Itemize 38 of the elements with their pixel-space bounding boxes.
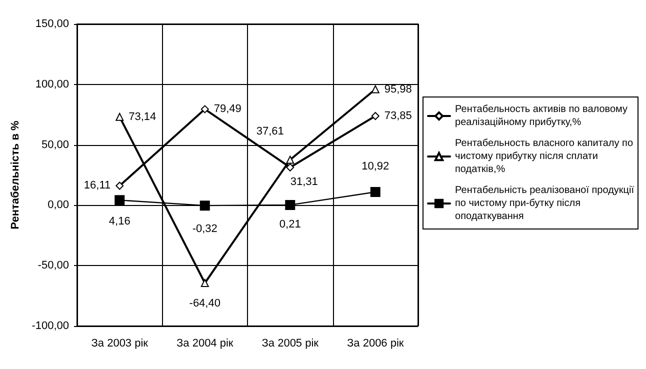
data-label: 79,49	[214, 103, 242, 116]
data-label: -0,32	[192, 223, 218, 236]
legend-label: Рентабельность власного капиталу по чистому прибутку після сплати податків,%	[455, 138, 634, 175]
data-label: 95,98	[384, 83, 412, 96]
y-tick-label: 0,00	[48, 199, 69, 212]
point	[200, 278, 209, 287]
x-tick-label: За 2004 рік	[176, 338, 234, 350]
point	[286, 156, 294, 164]
y-tick-label: -50,00	[38, 260, 69, 272]
point	[371, 112, 380, 120]
data-label: 73,14	[128, 110, 156, 123]
point	[114, 195, 125, 206]
data-label: 16,11	[84, 180, 111, 192]
data-label: -64,40	[189, 297, 220, 310]
data-label: 37,61	[256, 125, 284, 138]
x-tick-label: За 2003 рік	[91, 338, 148, 350]
data-label: 0,21	[279, 218, 301, 230]
point	[116, 182, 124, 190]
y-tick-label: 100,00	[35, 78, 69, 90]
legend-label: Рентабельность активів по валовому реалізаційному прибутку,%	[455, 104, 628, 128]
point	[200, 105, 209, 114]
y-tick-label: 150,00	[35, 18, 69, 30]
y-axis-title: Рентабельність в %	[9, 120, 22, 230]
data-label: 31,31	[290, 176, 318, 188]
y-tick-label: -100,00	[32, 320, 69, 332]
x-tick-label: За 2005 рік	[262, 338, 319, 350]
point	[286, 163, 294, 172]
point	[371, 85, 380, 94]
legend-label: Рентабельність реалізованої продукції по чистому при-бутку після оподаткування	[455, 185, 634, 222]
data-label: 73,85	[384, 110, 412, 122]
point	[200, 200, 210, 211]
y-tick-label: 50,00	[41, 138, 69, 151]
data-label: 10,92	[362, 160, 390, 173]
point	[116, 112, 124, 121]
point	[370, 187, 380, 198]
point	[285, 200, 296, 210]
data-label: 4,16	[108, 216, 130, 228]
x-tick-label: За 2006 рік	[347, 338, 404, 350]
